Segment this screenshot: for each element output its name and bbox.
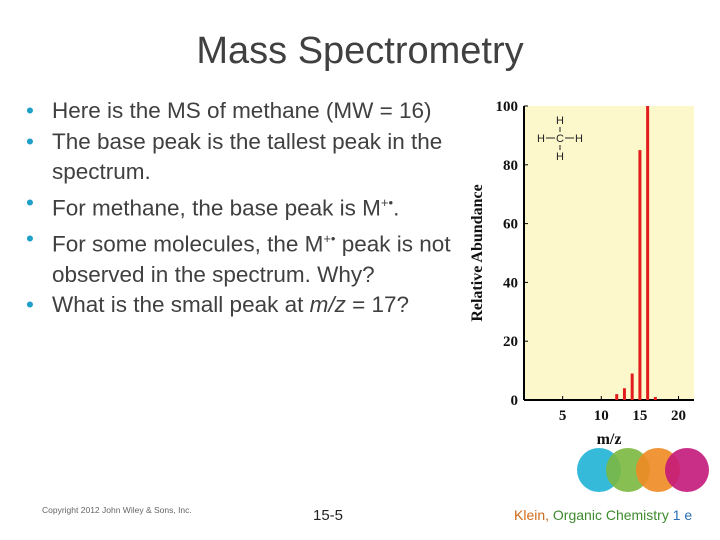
x-tick-label: 10 (594, 408, 609, 424)
bullet-item: • What is the small peak at m/z = 17? (26, 290, 466, 321)
book-citation: Klein, Organic Chemistry 1 e (514, 507, 693, 523)
bullet-text-end: peak is not observed in the spectrum. Wh… (52, 231, 451, 287)
bullet-text: Here is the MS of methane (MW = 16) (52, 98, 432, 123)
bullet-dot: • (26, 292, 34, 317)
bullet-list: • Here is the MS of methane (MW = 16) • Th… (26, 96, 466, 321)
spectrum-peak-bar (615, 394, 619, 400)
bullet-text: What is the small peak at (52, 292, 310, 317)
bullet-dot: • (26, 98, 34, 123)
spectrum-peak-bar (630, 373, 634, 400)
y-tick-label: 60 (503, 217, 518, 233)
book-edition: 1 e (672, 507, 693, 523)
bullet-item: • Here is the MS of methane (MW = 16) (26, 96, 466, 127)
bullet-dot: • (26, 225, 34, 251)
page-number: 15-5 (313, 507, 344, 524)
bullet-text: For some molecules, the M (52, 231, 324, 256)
bullet-text: For methane, the base peak is M (52, 195, 381, 220)
copyright-text: Copyright 2012 John Wiley & Sons, Inc. (42, 505, 192, 515)
radical-cation-superscript: +• (380, 194, 394, 210)
methane-atom-h-left: H (537, 133, 545, 145)
bullet-item: • The base peak is the tallest peak in th… (26, 127, 466, 188)
book-title: Organic Chemistry (552, 507, 669, 523)
wiley-circles-logo (577, 448, 709, 492)
x-axis-label: m/z (597, 431, 622, 448)
y-tick-label: 80 (503, 158, 518, 174)
mass-spectrum-chart: 0 20 40 60 80 100 5 10 15 20 m/z Relative Abundance… (462, 96, 706, 450)
bullet-item: • For methane, the base peak is M+•. (26, 188, 466, 224)
book-author: Klein (514, 507, 546, 523)
methane-atom-h-right: H (575, 133, 583, 145)
mass-spectrum-svg: 0 20 40 60 80 100 5 10 15 20 m/z Relative Abundance… (469, 99, 694, 448)
plot-area (524, 106, 694, 400)
y-tick-label: 20 (503, 334, 518, 350)
methane-atom-h-top: H (556, 115, 564, 127)
bullet-item: • For some molecules, the M+• peak is not… (26, 224, 466, 291)
mz-italic: m/z (309, 292, 346, 317)
bullet-text: The base peak is the tallest peak in the… (52, 128, 443, 185)
bullet-text-end: = 17? (345, 292, 410, 317)
bullet-dot: • (26, 128, 34, 154)
y-tick-label: 100 (496, 99, 519, 115)
bullet-text-end: . (393, 195, 400, 220)
y-tick-label: 0 (511, 393, 519, 409)
slide-title: Mass Spectrometry (196, 30, 524, 72)
methane-atom-c: C (556, 133, 564, 145)
spectrum-peak-bar (653, 397, 657, 400)
logo-circle-magenta (665, 448, 709, 492)
spectrum-peak-bar (638, 150, 642, 400)
y-axis-label: Relative Abundance (469, 184, 486, 321)
x-tick-label: 5 (559, 408, 567, 424)
bullet-dot: • (26, 189, 34, 215)
radical-cation-superscript: +• (323, 230, 336, 246)
spectrum-peak-bar (622, 388, 626, 400)
y-tick-label: 40 (503, 275, 518, 291)
methane-atom-h-bottom: H (556, 151, 564, 163)
spectrum-peak-bar (646, 106, 650, 400)
x-tick-label: 15 (632, 408, 647, 424)
x-tick-label: 20 (671, 408, 686, 424)
